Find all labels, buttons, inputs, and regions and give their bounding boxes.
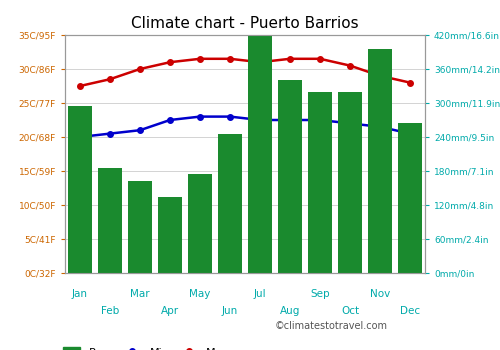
Title: Climate chart - Puerto Barrios: Climate chart - Puerto Barrios [131,16,359,31]
Bar [338,92,362,273]
Bar [188,174,212,273]
Text: Nov: Nov [370,289,390,299]
Bar [98,168,122,273]
Legend: Prec, Min, Max: Prec, Min, Max [64,347,229,350]
Text: Sep: Sep [310,289,330,299]
Bar [278,80,302,273]
Text: Aug: Aug [280,306,300,316]
Bar [368,49,392,273]
Text: Apr: Apr [161,306,179,316]
Bar [398,123,422,273]
Bar [68,106,92,273]
Bar [308,92,332,273]
Bar [158,196,182,273]
Bar [218,134,242,273]
Bar [128,181,152,273]
Text: Feb: Feb [101,306,119,316]
Text: Jun: Jun [222,306,238,316]
Bar [248,35,272,273]
Text: Oct: Oct [341,306,359,316]
Text: Jan: Jan [72,289,88,299]
Text: May: May [190,289,210,299]
Text: Mar: Mar [130,289,150,299]
Text: Dec: Dec [400,306,420,316]
Text: Jul: Jul [254,289,266,299]
Text: ©climatestotravel.com: ©climatestotravel.com [275,321,388,331]
